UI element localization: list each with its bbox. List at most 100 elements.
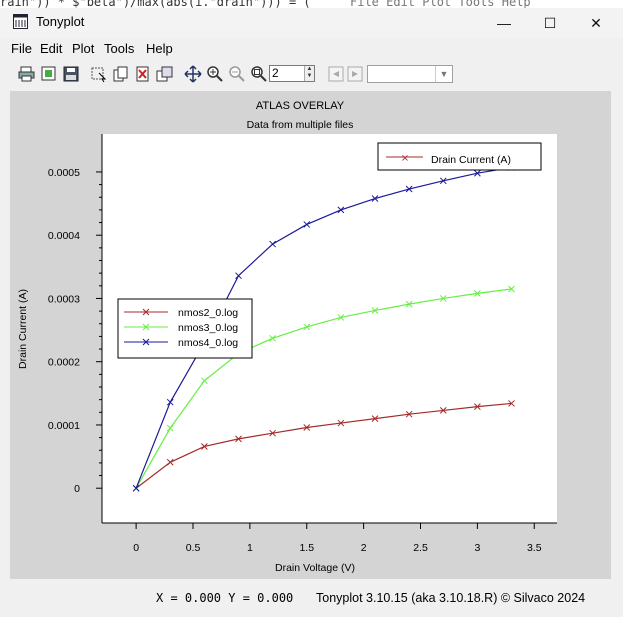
zoom-out-icon[interactable] bbox=[228, 65, 246, 83]
data-point-marker bbox=[201, 377, 208, 385]
background-editor-text: rain")) * $"beta")/max(abs(i."drain"))) … bbox=[0, 0, 623, 10]
series-2 bbox=[132, 285, 515, 492]
legend-quantity-marker: × bbox=[401, 153, 409, 164]
menu-plot[interactable]: Plot bbox=[72, 41, 95, 56]
plot-area[interactable]: ATLAS OVERLAY Data from multiple files 0… bbox=[10, 91, 611, 579]
data-point-marker bbox=[235, 272, 242, 280]
app-icon bbox=[13, 14, 28, 29]
y-tick-label: 0.0004 bbox=[48, 230, 80, 242]
version-label: Tonyplot 3.10.15 (aka 3.10.18.R) © Silva… bbox=[316, 591, 586, 605]
data-point-marker bbox=[474, 290, 481, 297]
zoom-fit-icon[interactable] bbox=[250, 65, 268, 83]
data-point-marker bbox=[371, 307, 379, 314]
data-point-marker bbox=[439, 407, 447, 414]
y-tick-label: 0.0003 bbox=[48, 293, 80, 305]
maximize-icon: ☐ bbox=[543, 14, 557, 31]
data-point-marker bbox=[166, 458, 174, 466]
undo-icon[interactable] bbox=[327, 65, 345, 83]
legend-files: nmos2_0.log nmos3_0.log nmos4_0.log bbox=[117, 298, 253, 359]
menu-tools[interactable]: Tools bbox=[104, 41, 135, 56]
duplicate-icon[interactable] bbox=[156, 65, 174, 83]
menu-bar: File Edit Plot Tools Help bbox=[0, 38, 623, 60]
data-point-marker bbox=[405, 185, 413, 193]
data-point-marker bbox=[439, 177, 447, 185]
window-title: Tonyplot bbox=[36, 14, 85, 29]
export-icon[interactable] bbox=[40, 65, 58, 83]
zoom-factor-input[interactable]: 2 ▲ ▼ bbox=[269, 65, 315, 82]
data-point-marker bbox=[201, 443, 208, 450]
plot-select-dropdown[interactable]: ▼ bbox=[367, 65, 453, 83]
data-point-marker bbox=[166, 398, 174, 406]
data-point-marker bbox=[303, 221, 311, 228]
minimize-icon: — bbox=[497, 15, 511, 31]
menu-file[interactable]: File bbox=[11, 41, 32, 56]
x-tick-label: 2 bbox=[361, 542, 367, 554]
x-tick-label: 0 bbox=[133, 542, 139, 554]
legend-marker bbox=[142, 323, 150, 331]
zoom-factor-value: 2 bbox=[272, 66, 279, 80]
print-icon[interactable] bbox=[18, 65, 36, 83]
maximize-button[interactable]: ☐ bbox=[527, 8, 573, 38]
legend-entry-label: nmos2_0.log bbox=[178, 307, 238, 319]
minimize-button[interactable]: — bbox=[481, 8, 527, 38]
toolbar: 2 ▲ ▼ ▼ bbox=[0, 62, 623, 86]
chart-title: ATLAS OVERLAY bbox=[256, 100, 345, 112]
y-tick-label: 0.0002 bbox=[48, 357, 80, 369]
close-icon: ✕ bbox=[590, 14, 602, 31]
data-point-marker bbox=[132, 484, 140, 492]
data-point-marker bbox=[474, 403, 481, 410]
chart-svg: ATLAS OVERLAY Data from multiple files 0… bbox=[17, 100, 557, 574]
data-point-marker bbox=[371, 195, 379, 202]
data-point-marker bbox=[508, 285, 515, 293]
zoom-spinner[interactable]: ▲ ▼ bbox=[304, 66, 314, 81]
data-point-marker bbox=[405, 300, 413, 308]
data-point-marker bbox=[337, 419, 345, 427]
data-point-marker bbox=[474, 169, 481, 177]
background-menu-hint: File Edit Plot Tools Help bbox=[350, 0, 531, 9]
menu-edit[interactable]: Edit bbox=[40, 41, 63, 56]
pan-icon[interactable] bbox=[184, 65, 202, 83]
x-tick-label: 0.5 bbox=[186, 542, 201, 554]
chevron-down-icon: ▼ bbox=[435, 66, 452, 82]
data-point-marker bbox=[337, 206, 345, 214]
status-bar: X = 0.000 Y = 0.000 Tonyplot 3.10.15 (ak… bbox=[0, 588, 623, 610]
data-point-marker bbox=[269, 429, 276, 437]
title-bar[interactable]: Tonyplot — ☐ ✕ bbox=[0, 8, 623, 38]
delete-icon[interactable] bbox=[134, 65, 152, 83]
data-point-marker bbox=[269, 334, 276, 342]
copy-icon[interactable] bbox=[112, 65, 130, 83]
cursor-coordinates: X = 0.000 Y = 0.000 bbox=[156, 591, 294, 605]
data-point-marker bbox=[269, 240, 276, 248]
select-icon[interactable] bbox=[90, 65, 108, 83]
data-point-marker bbox=[303, 323, 311, 331]
data-point-marker bbox=[405, 410, 413, 418]
x-tick-label: 2.5 bbox=[413, 542, 428, 554]
close-button[interactable]: ✕ bbox=[573, 8, 619, 38]
save-icon[interactable] bbox=[62, 65, 80, 83]
y-tick-label: 0 bbox=[74, 483, 80, 495]
x-axis-label: Drain Voltage (V) bbox=[275, 562, 355, 574]
zoom-in-icon[interactable] bbox=[206, 65, 224, 83]
data-point-marker bbox=[337, 314, 345, 321]
series-line bbox=[135, 402, 512, 489]
data-point-marker bbox=[508, 400, 515, 407]
x-tick-label: 1 bbox=[247, 542, 253, 554]
data-point-marker bbox=[303, 424, 311, 431]
legend-marker bbox=[142, 338, 150, 346]
data-point-marker bbox=[439, 295, 447, 302]
chart-subtitle: Data from multiple files bbox=[247, 119, 354, 131]
legend-quantity: × Drain Current (A) bbox=[377, 142, 542, 171]
y-tick-label: 0.0001 bbox=[48, 420, 80, 432]
menu-help[interactable]: Help bbox=[146, 41, 173, 56]
x-axis-ticks: 0 0.5 1 1.5 2 2.5 3 3.5 bbox=[133, 523, 542, 554]
x-tick-label: 3.5 bbox=[527, 542, 542, 554]
background-code: rain")) * $"beta")/max(abs(i."drain"))) … bbox=[0, 0, 311, 9]
legend-entry-label: nmos3_0.log bbox=[178, 322, 238, 334]
data-point-marker bbox=[166, 424, 174, 432]
legend-entry-label: nmos4_0.log bbox=[178, 337, 238, 349]
y-axis-ticks: 0 0.0001 0.0002 0.0003 0.0004 0.0005 bbox=[48, 167, 102, 495]
data-point-marker bbox=[235, 435, 242, 443]
y-axis-label: Drain Current (A) bbox=[17, 289, 29, 369]
legend-quantity-label: Drain Current (A) bbox=[431, 154, 511, 166]
redo-icon[interactable] bbox=[346, 65, 364, 83]
